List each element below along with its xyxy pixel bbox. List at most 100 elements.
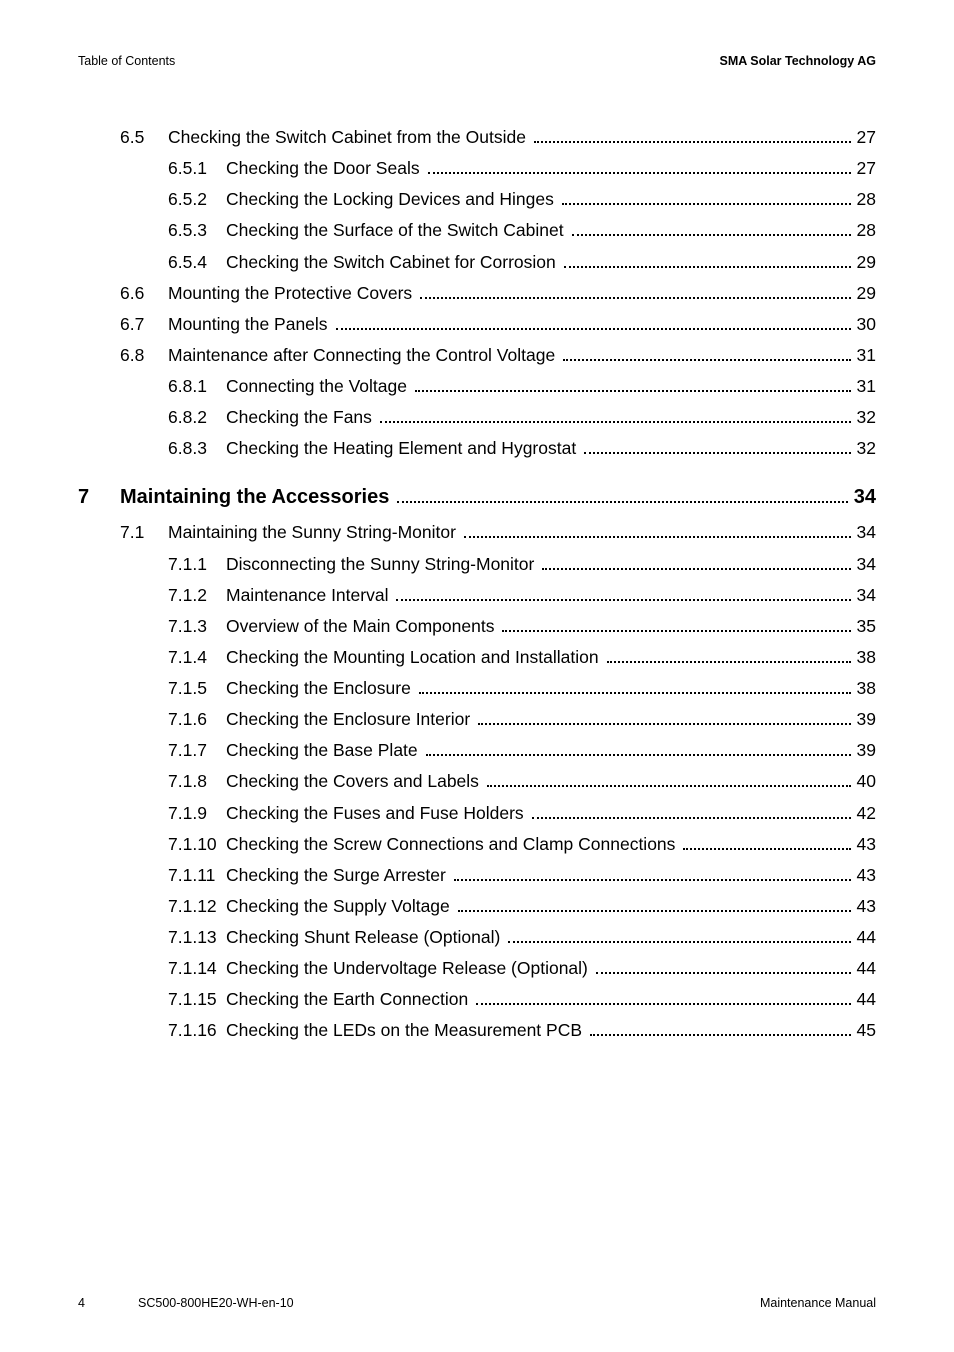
- toc-entry-number: 7.1.13: [78, 924, 226, 951]
- toc-entry-page: 28: [853, 217, 876, 244]
- toc-leader-dots: [420, 286, 850, 298]
- toc-entry: 6.8.3Checking the Heating Element and Hy…: [78, 435, 876, 462]
- toc-entry: 6.5.2Checking the Locking Devices and Hi…: [78, 186, 876, 213]
- toc-entry-number: 7.1.12: [78, 893, 226, 920]
- toc-entry: 7.1.5Checking the Enclosure38: [78, 675, 876, 702]
- toc-entry-title: Checking the Switch Cabinet for Corrosio…: [226, 249, 562, 276]
- toc-entry-title: Mounting the Protective Covers: [168, 280, 418, 307]
- toc-entry-number: 6.6: [78, 280, 168, 307]
- toc-entry-title: Checking the Supply Voltage: [226, 893, 456, 920]
- toc-entry-number: 6.5: [78, 124, 168, 151]
- toc-leader-dots: [458, 900, 851, 912]
- toc-leader-dots: [380, 411, 851, 423]
- toc-leader-dots: [564, 255, 851, 267]
- toc-entry-number: 7.1.1: [78, 551, 226, 578]
- toc-entry-page: 45: [853, 1017, 876, 1044]
- toc-leader-dots: [502, 620, 850, 632]
- toc-entry-page: 44: [853, 924, 876, 951]
- toc-leader-dots: [562, 193, 851, 205]
- toc-entry-title: Mounting the Panels: [168, 311, 334, 338]
- toc-entry-number: 7: [78, 482, 120, 513]
- toc-entry: 7.1.11Checking the Surge Arrester43: [78, 862, 876, 889]
- toc-leader-dots: [419, 682, 851, 694]
- toc-leader-dots: [464, 526, 851, 538]
- toc-entry-number: 6.5.3: [78, 217, 226, 244]
- toc-leader-dots: [534, 131, 851, 143]
- toc-entry-title: Checking the Surface of the Switch Cabin…: [226, 217, 570, 244]
- toc-leader-dots: [572, 224, 851, 236]
- toc-entry: 6.8Maintenance after Connecting the Cont…: [78, 342, 876, 369]
- toc-entry-page: 43: [853, 831, 876, 858]
- header-right: SMA Solar Technology AG: [720, 54, 877, 68]
- toc-entry-page: 34: [853, 519, 876, 546]
- toc-entry-title: Maintenance Interval: [226, 582, 394, 609]
- toc-entry-title: Checking Shunt Release (Optional): [226, 924, 506, 951]
- toc-entry: 7.1.4Checking the Mounting Location and …: [78, 644, 876, 671]
- toc-entry-title: Checking the Surge Arrester: [226, 862, 452, 889]
- toc-entry-page: 43: [853, 893, 876, 920]
- toc-entry: 7.1.7Checking the Base Plate39: [78, 737, 876, 764]
- toc-entry-page: 38: [853, 675, 876, 702]
- toc-entry-page: 29: [853, 280, 876, 307]
- toc-entry-number: 7.1.6: [78, 706, 226, 733]
- toc-leader-dots: [478, 713, 850, 725]
- toc-leader-dots: [542, 557, 850, 569]
- toc-entry: 7.1.1Disconnecting the Sunny String-Moni…: [78, 551, 876, 578]
- toc-entry-title: Checking the Door Seals: [226, 155, 426, 182]
- header-left: Table of Contents: [78, 54, 175, 68]
- toc-entry-page: 42: [853, 800, 876, 827]
- toc-leader-dots: [596, 962, 851, 974]
- toc-entry-page: 32: [853, 435, 876, 462]
- toc-entry-title: Connecting the Voltage: [226, 373, 413, 400]
- page: Table of Contents SMA Solar Technology A…: [0, 0, 954, 1352]
- toc-entry: 6.6Mounting the Protective Covers 29: [78, 280, 876, 307]
- toc-entry: 7.1.9Checking the Fuses and Fuse Holders…: [78, 800, 876, 827]
- toc-entry-title: Maintenance after Connecting the Control…: [168, 342, 561, 369]
- toc-entry-page: 31: [853, 342, 876, 369]
- toc-entry: 7.1.10Checking the Screw Connections and…: [78, 831, 876, 858]
- toc-entry-page: 29: [853, 249, 876, 276]
- page-footer: 4 SC500-800HE20-WH-en-10 Maintenance Man…: [78, 1296, 876, 1310]
- toc-entry-number: 7.1.15: [78, 986, 226, 1013]
- toc-leader-dots: [426, 744, 851, 756]
- toc-leader-dots: [415, 380, 851, 392]
- toc-entry-title: Checking the LEDs on the Measurement PCB: [226, 1017, 588, 1044]
- toc-entry-title: Checking the Switch Cabinet from the Out…: [168, 124, 532, 151]
- toc-entry-number: 7.1.4: [78, 644, 226, 671]
- toc-entry-number: 6.8.2: [78, 404, 226, 431]
- toc-leader-dots: [396, 588, 850, 600]
- toc-entry: 7.1.16Checking the LEDs on the Measureme…: [78, 1017, 876, 1044]
- toc-entry-title: Checking the Base Plate: [226, 737, 424, 764]
- toc-entry-page: 39: [853, 737, 876, 764]
- page-header: Table of Contents SMA Solar Technology A…: [78, 54, 876, 68]
- toc-entry-page: 38: [853, 644, 876, 671]
- toc-entry-number: 7.1.9: [78, 800, 226, 827]
- toc-leader-dots: [683, 837, 850, 849]
- toc-entry-title: Checking the Screw Connections and Clamp…: [226, 831, 681, 858]
- toc-entry-title: Maintaining the Accessories: [120, 482, 395, 513]
- toc-entry-number: 7.1: [78, 519, 168, 546]
- toc-entry-title: Checking the Enclosure Interior: [226, 706, 476, 733]
- toc-entry: 6.5.3Checking the Surface of the Switch …: [78, 217, 876, 244]
- toc-entry-page: 27: [853, 124, 876, 151]
- toc-entry-number: 6.8.3: [78, 435, 226, 462]
- toc-entry-page: 31: [853, 373, 876, 400]
- toc-leader-dots: [607, 651, 851, 663]
- toc-entry-title: Overview of the Main Components: [226, 613, 500, 640]
- toc-entry-number: 7.1.5: [78, 675, 226, 702]
- toc-entry-number: 7.1.2: [78, 582, 226, 609]
- toc-leader-dots: [487, 775, 851, 787]
- toc-entry-page: 32: [853, 404, 876, 431]
- footer-doc-id: SC500-800HE20-WH-en-10: [138, 1296, 760, 1310]
- toc-entry-page: 43: [853, 862, 876, 889]
- toc-entry: 6.5.1Checking the Door Seals27: [78, 155, 876, 182]
- toc-entry: 7.1.13Checking Shunt Release (Optional) 4…: [78, 924, 876, 951]
- toc-entry: 7.1.14Checking the Undervoltage Release …: [78, 955, 876, 982]
- toc-leader-dots: [590, 1024, 851, 1036]
- footer-page-number: 4: [78, 1296, 138, 1310]
- toc-entry-page: 34: [853, 551, 876, 578]
- toc-leader-dots: [476, 993, 850, 1005]
- toc-leader-dots: [563, 349, 850, 361]
- toc-entry: 6.7Mounting the Panels30: [78, 311, 876, 338]
- toc-entry-number: 6.5.1: [78, 155, 226, 182]
